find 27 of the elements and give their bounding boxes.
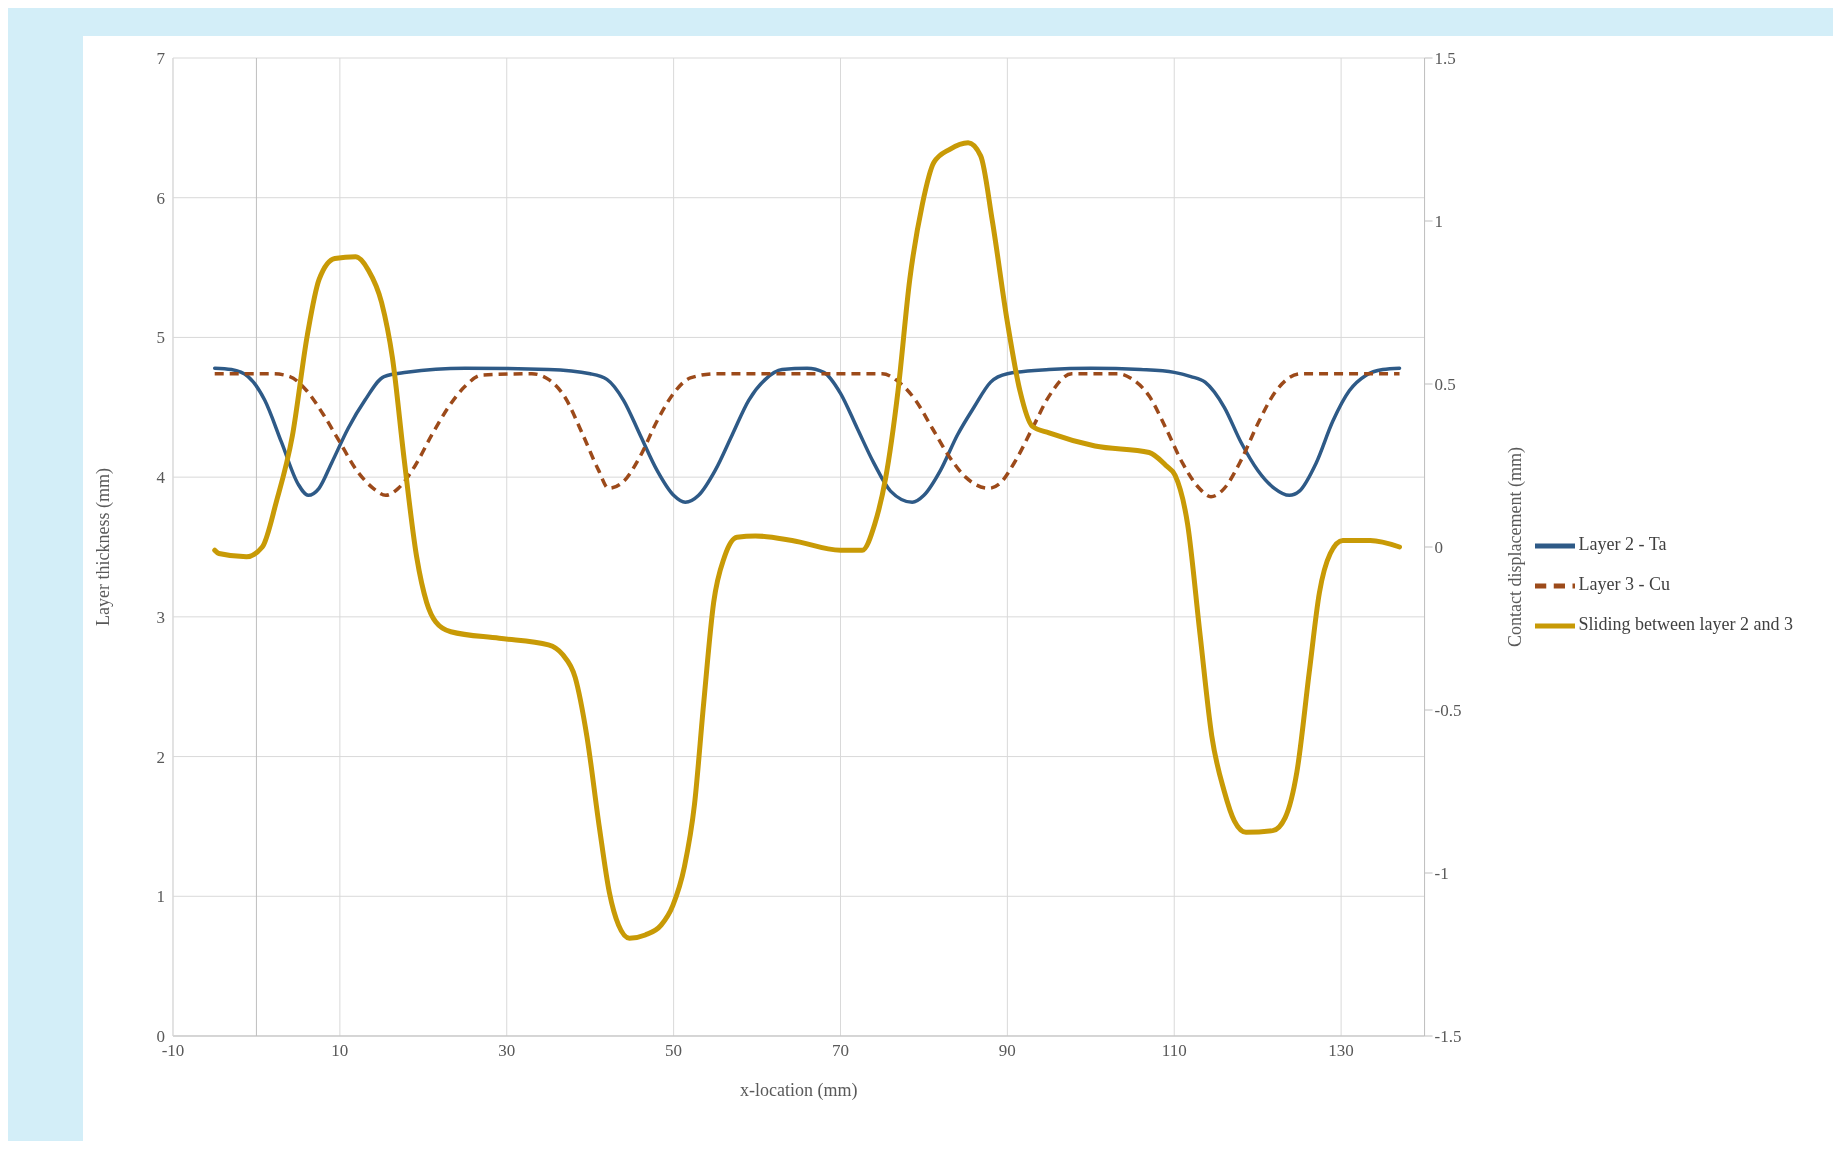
x-axis-title: x-location (mm) bbox=[740, 1080, 858, 1101]
y2-tick-label: -1.5 bbox=[1434, 1027, 1462, 1047]
x-tick-label: 110 bbox=[1161, 1041, 1187, 1061]
x-tick-label: 10 bbox=[331, 1041, 349, 1061]
x-tick-label: 50 bbox=[665, 1041, 683, 1061]
y-tick-label: 5 bbox=[156, 328, 165, 348]
legend-label: Sliding between layer 2 and 3 bbox=[1578, 614, 1793, 635]
y-tick-label: 1 bbox=[156, 887, 165, 907]
y2-axis-title: Contact displacement (mm) bbox=[1504, 447, 1526, 647]
y-axis-title: Layer thickness (mm) bbox=[93, 468, 115, 626]
y2-tick-label: 0 bbox=[1434, 538, 1444, 558]
x-tick-label: 130 bbox=[1328, 1041, 1354, 1061]
x-tick-label: 30 bbox=[498, 1041, 516, 1061]
y2-tick-label: 1 bbox=[1434, 212, 1444, 232]
y-tick-label: 2 bbox=[156, 747, 165, 767]
x-tick-label: 90 bbox=[998, 1041, 1016, 1061]
x-tick-label: 70 bbox=[831, 1041, 849, 1061]
y-tick-label: 7 bbox=[156, 49, 166, 69]
legend-label: Layer 3 - Cu bbox=[1578, 574, 1671, 595]
y2-tick-label: -0.5 bbox=[1434, 701, 1462, 721]
y-tick-label: 3 bbox=[156, 607, 165, 627]
y-tick-label: 6 bbox=[156, 188, 165, 208]
y2-tick-label: 0.5 bbox=[1434, 375, 1456, 395]
y-tick-label: 4 bbox=[156, 468, 166, 488]
y2-tick-label: -1 bbox=[1434, 864, 1449, 884]
y2-tick-label: 1.5 bbox=[1434, 49, 1456, 69]
legend-label: Layer 2 - Ta bbox=[1578, 534, 1667, 555]
